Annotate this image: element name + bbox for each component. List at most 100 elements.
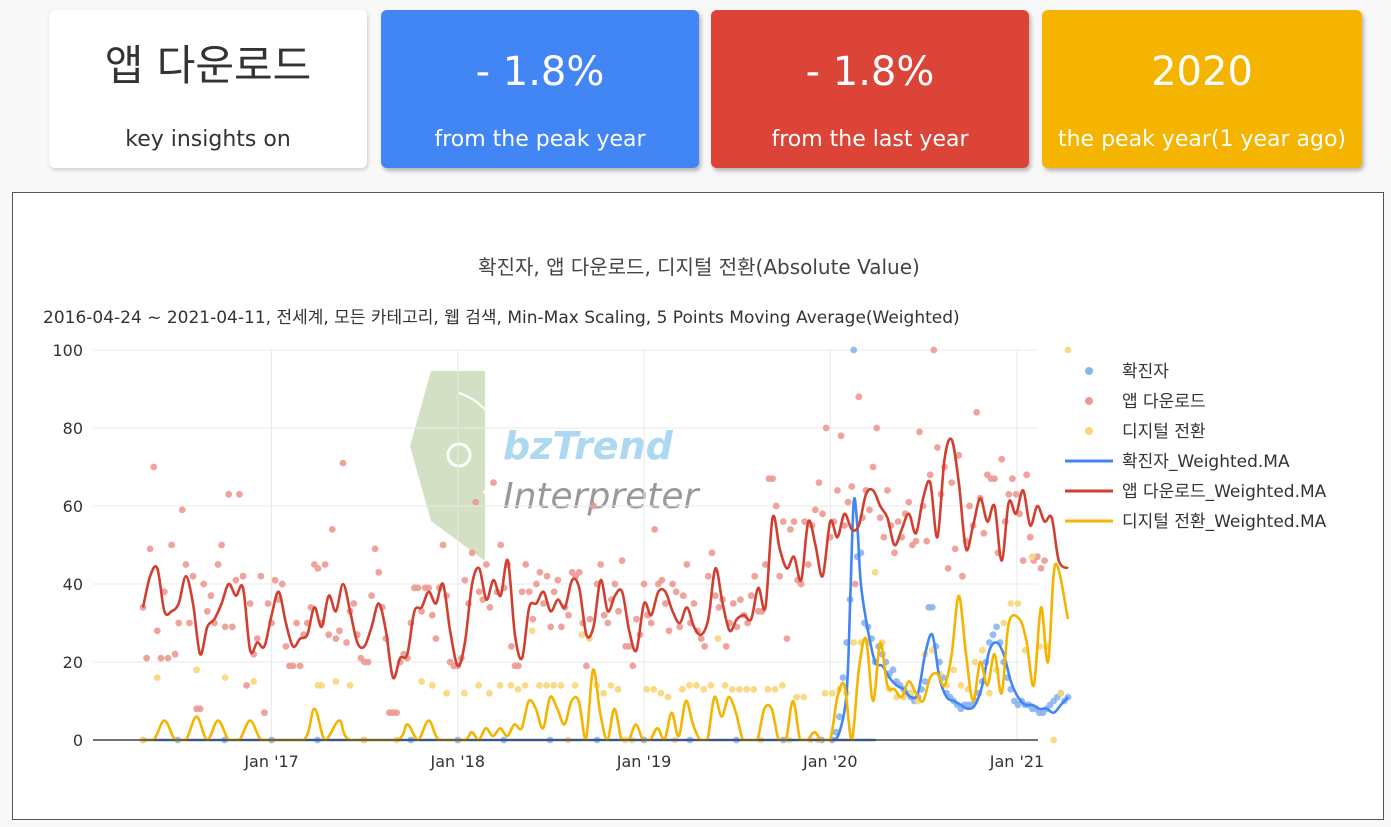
legend-marker: [1085, 397, 1093, 405]
data-point: [157, 654, 165, 662]
data-point: [558, 623, 565, 631]
data-point: [257, 572, 265, 580]
data-point: [522, 561, 530, 568]
data-point: [171, 650, 179, 658]
data-point: [550, 682, 558, 689]
data-point: [615, 607, 622, 615]
data-point: [751, 572, 759, 580]
legend-marker: [1085, 367, 1093, 375]
data-point: [571, 682, 579, 689]
data-point: [332, 678, 340, 685]
data-point: [948, 479, 956, 486]
data-point: [980, 529, 988, 537]
data-point: [783, 635, 791, 642]
peak-change-label: from the peak year: [434, 127, 646, 152]
data-point: [658, 576, 666, 584]
data-point: [193, 666, 201, 674]
data-point: [993, 623, 1000, 631]
data-point: [508, 643, 515, 650]
legend-item[interactable]: 디지털 전환: [1085, 422, 1206, 442]
data-point: [697, 635, 705, 642]
y-tick-label: 100: [52, 341, 83, 360]
data-point: [507, 682, 515, 689]
data-point: [536, 682, 543, 689]
data-point: [871, 568, 879, 576]
legend-label: 확진자_Weighted.MA: [1122, 452, 1290, 472]
x-tick-label: Jan '17: [243, 752, 299, 771]
data-point: [318, 682, 325, 689]
data-point: [271, 576, 279, 584]
data-point: [790, 518, 798, 525]
data-point: [336, 627, 343, 635]
data-point: [640, 580, 648, 588]
data-point: [715, 604, 723, 611]
data-point: [834, 487, 841, 494]
watermark-line2: Interpreter: [503, 476, 701, 517]
data-point: [683, 561, 691, 568]
data-point: [439, 541, 447, 549]
data-point: [178, 506, 186, 514]
data-point: [657, 689, 665, 697]
legend-item[interactable]: 확진자: [1085, 362, 1169, 382]
data-point: [693, 682, 700, 689]
legend-item[interactable]: 앱 다운로드_Weighted.MA: [1065, 482, 1327, 502]
last-change-value: - 1.8%: [805, 49, 935, 95]
data-point: [393, 709, 400, 717]
data-point: [282, 643, 290, 650]
data-point: [771, 685, 779, 693]
data-point: [686, 682, 693, 689]
data-point: [800, 693, 808, 701]
data-point: [428, 682, 436, 689]
last-change-label: from the last year: [771, 127, 969, 152]
data-point: [1041, 557, 1048, 564]
data-point: [714, 635, 722, 642]
data-point: [496, 682, 504, 689]
data-point: [625, 643, 633, 650]
data-point: [926, 471, 934, 479]
data-point: [497, 541, 505, 549]
legend-item[interactable]: 디지털 전환_Weighted.MA: [1065, 512, 1327, 532]
data-point: [614, 685, 622, 693]
data-point: [250, 678, 258, 685]
data-point: [973, 409, 981, 416]
data-point: [604, 619, 612, 627]
data-point: [1007, 600, 1015, 607]
insight-card-peak-change: - 1.8% from the peak year: [381, 10, 699, 168]
x-tick-label: Jan '20: [802, 752, 858, 771]
data-point: [225, 490, 233, 498]
data-point: [889, 666, 897, 674]
card-title-sub: key insights on: [125, 127, 291, 152]
legend-item[interactable]: 확진자_Weighted.MA: [1065, 452, 1290, 472]
data-point: [669, 580, 676, 588]
watermark-logo-shape: [410, 371, 485, 561]
data-point: [1034, 553, 1041, 561]
data-point: [529, 615, 537, 623]
data-point: [196, 705, 204, 713]
data-point: [521, 682, 529, 689]
chart-subtitle: 2016-04-24 ~ 2021-04-11, 전세계, 모든 카테고리, 웹…: [43, 308, 960, 328]
data-point: [486, 689, 493, 697]
data-point: [228, 623, 236, 631]
peak-year-label: the peak year(1 year ago): [1057, 127, 1347, 152]
legend-item[interactable]: 앱 다운로드: [1085, 392, 1206, 412]
data-point: [743, 685, 750, 693]
peak-year-value: 2020: [1151, 49, 1253, 95]
data-point: [722, 643, 730, 650]
data-point: [787, 526, 794, 533]
data-point: [368, 592, 375, 600]
data-point: [837, 432, 845, 440]
data-point: [314, 565, 322, 572]
data-point: [747, 592, 755, 600]
data-point: [518, 588, 526, 596]
data-point: [729, 600, 737, 607]
watermark-logo-circle: [446, 442, 472, 468]
data-point: [1019, 557, 1027, 564]
data-point: [678, 685, 686, 693]
data-point: [253, 635, 261, 642]
data-point: [848, 483, 856, 490]
data-point: [143, 654, 151, 662]
legend-label: 디지털 전환_Weighted.MA: [1122, 512, 1327, 532]
data-point: [475, 588, 483, 596]
data-point: [164, 654, 172, 662]
